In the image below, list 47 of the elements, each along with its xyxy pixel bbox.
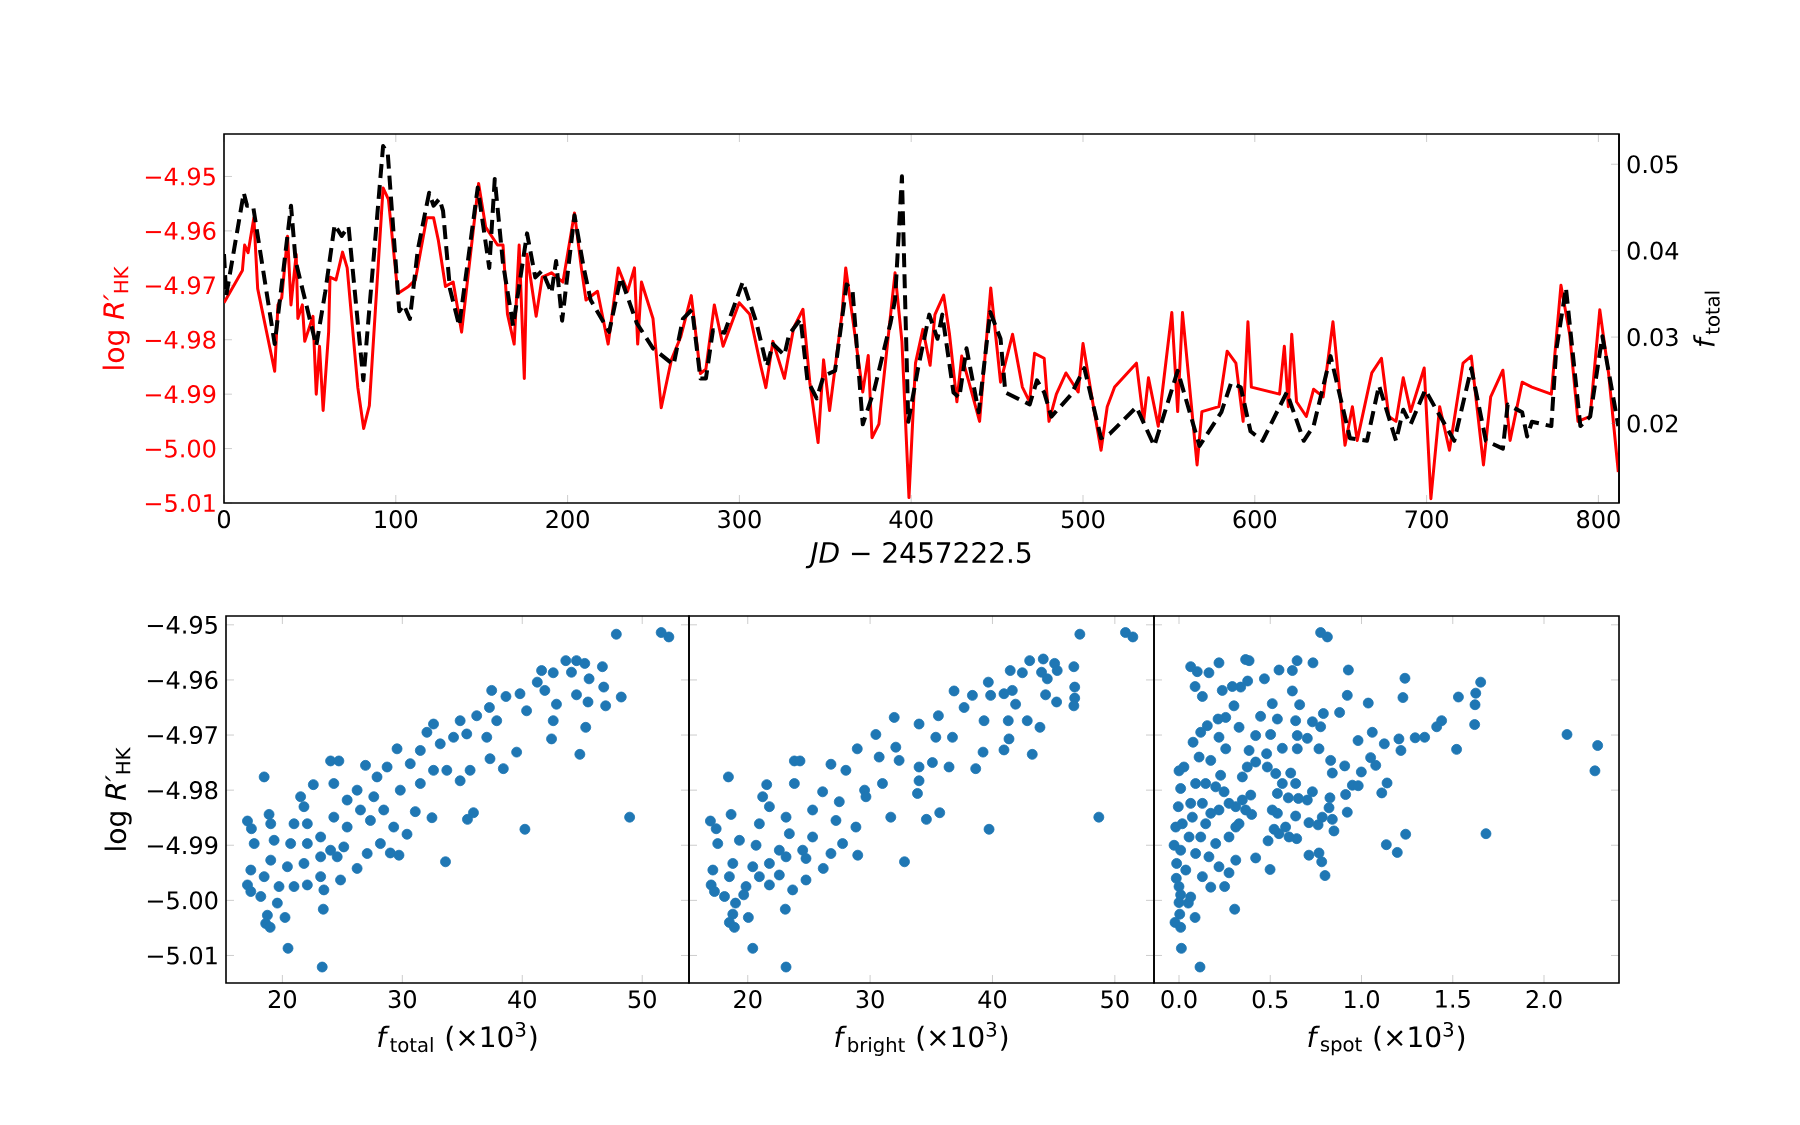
x-tick-label: 2.0 xyxy=(1526,990,1562,1009)
x-tick-label: 30 xyxy=(388,990,416,1009)
y-tick-label: −4.97 xyxy=(145,276,215,295)
x-tick-label: 1.5 xyxy=(1436,990,1470,1008)
x-tick-label: 40 xyxy=(978,990,1007,1009)
x-tick-label: 40 xyxy=(508,990,536,1009)
y-tick-label: −4.96 xyxy=(145,221,216,240)
y-tick-label: −5.00 xyxy=(147,891,218,910)
x-tick-label: 200 xyxy=(546,510,589,529)
y-tick-label: −4.95 xyxy=(147,615,217,634)
y-tick-label: −4.99 xyxy=(147,836,218,855)
x-axis-title: f$_{bright}$ (×10$^{3}$) xyxy=(835,1021,1008,1057)
y2-tick-label: 0.05 xyxy=(1627,155,1678,174)
x-tick-label: 20 xyxy=(268,990,297,1009)
y2-tick-label: 0.04 xyxy=(1627,241,1679,260)
y-axis-title: log R′$_{HK}$ xyxy=(102,266,130,369)
x-tick-label: 700 xyxy=(1405,510,1448,529)
x-tick-label: 300 xyxy=(718,510,761,529)
x-tick-label: 400 xyxy=(889,510,933,529)
x-axis-title: f$_{total}$ (×10$^{3}$) xyxy=(378,1021,537,1053)
x-tick-label: 100 xyxy=(375,510,418,529)
y-tick-label: −4.99 xyxy=(145,385,216,404)
x-tick-label: 800 xyxy=(1577,510,1620,529)
x-tick-label: 500 xyxy=(1061,510,1105,529)
x-tick-label: 0.0 xyxy=(1161,990,1197,1009)
x-tick-label: 600 xyxy=(1233,510,1277,529)
x-tick-label: 0 xyxy=(217,510,231,529)
x-tick-label: 50 xyxy=(1101,990,1129,1009)
x-tick-label: 30 xyxy=(856,990,884,1009)
y-tick-label: −4.98 xyxy=(145,330,216,349)
x-tick-label: 1.0 xyxy=(1345,990,1379,1009)
y-tick-label: −4.98 xyxy=(147,781,218,800)
y2-tick-label: 0.03 xyxy=(1627,328,1678,347)
y-axis-title: log R′$_{HK}$ xyxy=(104,747,132,850)
x-tick-label: 0.5 xyxy=(1252,990,1288,1009)
y2-axis-title: f$_{total}$ xyxy=(1693,291,1720,347)
y-tick-label: −4.95 xyxy=(145,167,215,186)
x-axis-title: f$_{spot}$ (×10$^{3}$) xyxy=(1308,1021,1465,1056)
y-tick-label: −4.96 xyxy=(147,670,218,690)
y-tick-label: −5.01 xyxy=(147,946,217,965)
x-axis-title: JD − 2457222.5 xyxy=(805,541,1031,569)
y-tick-label: −5.00 xyxy=(145,439,216,458)
y-tick-label: −4.97 xyxy=(147,725,217,745)
x-tick-label: 20 xyxy=(734,990,762,1009)
y-tick-label: −5.01 xyxy=(145,493,215,513)
y2-tick-label: 0.02 xyxy=(1627,414,1678,433)
x-tick-label: 50 xyxy=(628,990,656,1009)
